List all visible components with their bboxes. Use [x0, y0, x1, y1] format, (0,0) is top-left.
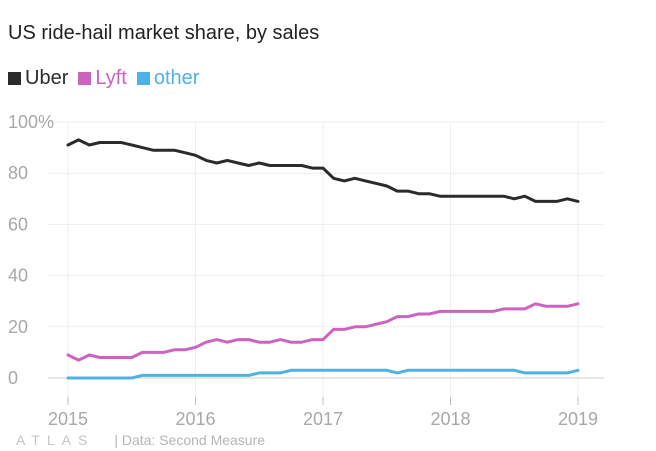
data-source: | Data: Second Measure: [114, 432, 266, 448]
series-line-other: [66, 368, 580, 380]
y-tick-label: 60: [8, 214, 28, 234]
chart-footer: ATLAS | Data: Second Measure: [16, 432, 265, 448]
series-line-uber: [66, 138, 580, 203]
legend-swatch-uber: [8, 72, 21, 85]
line-chart: 100% 80 60 40 20 0 2015 2016 2017 2018 2019: [8, 112, 604, 429]
y-tick-label: 80: [8, 163, 28, 183]
legend-swatch-lyft: [78, 72, 92, 85]
x-tick-label: 2015: [48, 409, 88, 429]
series-line-lyft: [66, 302, 580, 362]
y-tick-label: 20: [8, 317, 28, 337]
legend-item-other: other: [136, 67, 200, 90]
series-lines: [66, 138, 580, 380]
chart-legend: Uber Lyft other: [8, 67, 209, 90]
x-tick-label: 2018: [430, 409, 470, 429]
x-axis-ticks: 2015 2016 2017 2018 2019: [48, 409, 598, 429]
y-axis-ticks: 100% 80 60 40 20 0: [8, 112, 54, 388]
y-tick-label: 100%: [8, 112, 54, 132]
x-tick-label: 2017: [303, 409, 343, 429]
legend-swatch-other: [136, 72, 150, 85]
brand-logo: ATLAS: [16, 432, 95, 448]
grid-lines: [48, 121, 604, 405]
legend-item-lyft: Lyft: [78, 67, 127, 90]
y-tick-label: 40: [8, 266, 28, 286]
y-tick-label: 0: [8, 368, 18, 388]
x-tick-label: 2019: [558, 409, 598, 429]
legend-label-other: other: [153, 67, 200, 89]
x-tick-label: 2016: [175, 409, 215, 429]
legend-label-lyft: Lyft: [95, 67, 127, 89]
chart-title: US ride-hail market share, by sales: [8, 22, 320, 44]
legend-item-uber: Uber: [8, 67, 68, 90]
legend-label-uber: Uber: [25, 67, 69, 89]
